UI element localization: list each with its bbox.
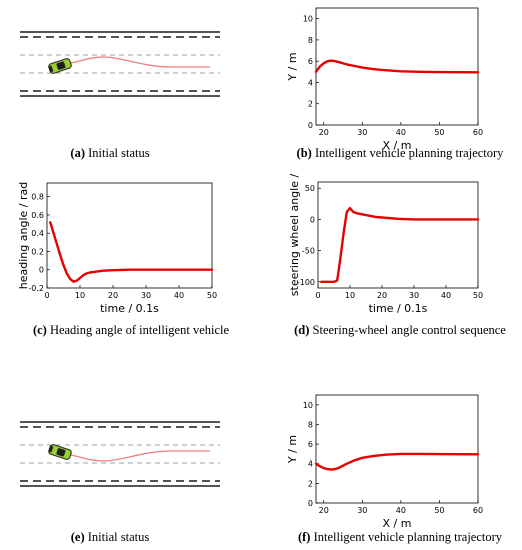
y-tick-label: 0 xyxy=(308,121,313,130)
x-tick-label: 40 xyxy=(441,291,451,300)
car-cabin xyxy=(56,448,66,457)
chart-f: 20 30 40 50 60 0 2 4 6 8 10 X / m Y / m xyxy=(286,394,483,530)
x-axis-label: X / m xyxy=(383,139,412,152)
x-tick-label: 30 xyxy=(357,128,367,137)
car-rear-window xyxy=(48,445,54,453)
x-tick-label: 0 xyxy=(315,291,320,300)
y-tick-label: -100 xyxy=(297,278,315,287)
caption-text: Initial status xyxy=(88,530,150,544)
caption-d: (d) Steering-wheel angle control sequenc… xyxy=(294,323,506,337)
road-scene-e xyxy=(20,421,220,487)
x-tick-label: 50 xyxy=(473,291,483,300)
y-tick-label: 0.6 xyxy=(31,211,44,220)
y-tick-label: 0.8 xyxy=(31,193,44,202)
x-tick-label: 30 xyxy=(141,291,151,300)
car-icon xyxy=(48,58,72,74)
x-tick-label: 40 xyxy=(396,506,406,515)
caption-a: (a) Initial status xyxy=(70,146,149,160)
y-tick-label: 6 xyxy=(308,57,313,66)
caption-text: Steering-wheel angle control sequence xyxy=(313,323,507,337)
x-tick-label: 20 xyxy=(319,128,329,137)
caption-label: (b) xyxy=(297,146,315,160)
caption-b: (b) Intelligent vehicle planning traject… xyxy=(297,146,505,160)
car-cabin xyxy=(56,61,66,70)
series-line xyxy=(314,452,480,471)
y-tick-label: 10 xyxy=(303,15,313,24)
caption-label: (c) xyxy=(33,323,50,337)
x-axis-label: time / 0.1s xyxy=(100,302,159,315)
chart-d: 0 10 20 30 40 50 -100 -50 0 50 time / 0.1s steering… xyxy=(288,174,483,315)
y-tick-label: 0 xyxy=(39,266,44,275)
series-line xyxy=(320,206,480,283)
y-tick-label: 4 xyxy=(308,78,313,87)
y-axis-label: heading angle / rad xyxy=(17,182,30,289)
caption-label: (e) xyxy=(71,530,88,544)
y-tick-label: -50 xyxy=(302,247,315,256)
caption-text: Initial status xyxy=(88,146,150,160)
y-tick-label: 0 xyxy=(308,499,313,508)
y-axis-label: Y / m xyxy=(286,52,299,81)
x-tick-label: 10 xyxy=(345,291,355,300)
x-tick-label: 50 xyxy=(434,506,444,515)
road-scene-a xyxy=(20,31,220,97)
caption-label: (d) xyxy=(294,323,312,337)
x-tick-label: 30 xyxy=(357,506,367,515)
x-tick-label: 10 xyxy=(75,291,85,300)
chart-b: 20 30 40 50 60 0 2 4 6 8 10 X / m Y / m xyxy=(286,7,483,152)
x-tick-label: 30 xyxy=(409,291,419,300)
y-tick-label: 0.2 xyxy=(31,247,44,256)
x-tick-label: 60 xyxy=(473,506,483,515)
caption-text: Intelligent vehicle planning trajectory xyxy=(315,146,504,160)
y-tick-label: 8 xyxy=(308,420,313,429)
x-tick-label: 50 xyxy=(207,291,217,300)
y-tick-label: 6 xyxy=(308,440,313,449)
caption-e: (e) Initial status xyxy=(71,530,150,544)
car-icon xyxy=(48,444,72,460)
x-tick-label: 50 xyxy=(434,128,444,137)
series-line xyxy=(49,221,214,283)
planned-path xyxy=(61,56,210,68)
y-tick-label: 0 xyxy=(310,215,315,224)
x-tick-label: 20 xyxy=(319,506,329,515)
y-tick-label: -0.2 xyxy=(28,284,44,293)
plot-frame xyxy=(315,7,479,126)
caption-f: (f) Intelligent vehicle planning traject… xyxy=(298,530,503,544)
x-tick-label: 0 xyxy=(44,291,49,300)
caption-label: (f) xyxy=(298,530,314,544)
x-tick-label: 40 xyxy=(174,291,184,300)
y-axis-label: steering wheel angle / xyxy=(288,174,301,297)
x-tick-label: 20 xyxy=(377,291,387,300)
plot-frame xyxy=(317,181,479,289)
plot-frame xyxy=(46,182,213,289)
caption-c: (c) Heading angle of intelligent vehicle xyxy=(33,323,230,337)
y-tick-label: 2 xyxy=(308,100,313,109)
car-rear-window xyxy=(48,65,54,73)
y-tick-label: 2 xyxy=(308,479,313,488)
y-tick-label: 8 xyxy=(308,36,313,45)
y-axis-label: Y / m xyxy=(286,435,299,464)
y-tick-label: 0.4 xyxy=(31,229,44,238)
caption-text: Intelligent vehicle planning trajectory xyxy=(314,530,503,544)
y-tick-label: 4 xyxy=(308,460,313,469)
y-tick-label: 50 xyxy=(305,184,315,193)
x-axis-label: X / m xyxy=(383,517,412,530)
x-tick-label: 60 xyxy=(473,128,483,137)
plot-frame xyxy=(315,394,479,504)
caption-label: (a) xyxy=(70,146,88,160)
x-tick-label: 20 xyxy=(108,291,118,300)
caption-text: Heading angle of intelligent vehicle xyxy=(50,323,230,337)
x-axis-label: time / 0.1s xyxy=(369,302,428,315)
series-line xyxy=(314,59,480,74)
y-tick-label: 10 xyxy=(303,401,313,410)
planned-path xyxy=(61,450,210,462)
x-tick-label: 40 xyxy=(396,128,406,137)
